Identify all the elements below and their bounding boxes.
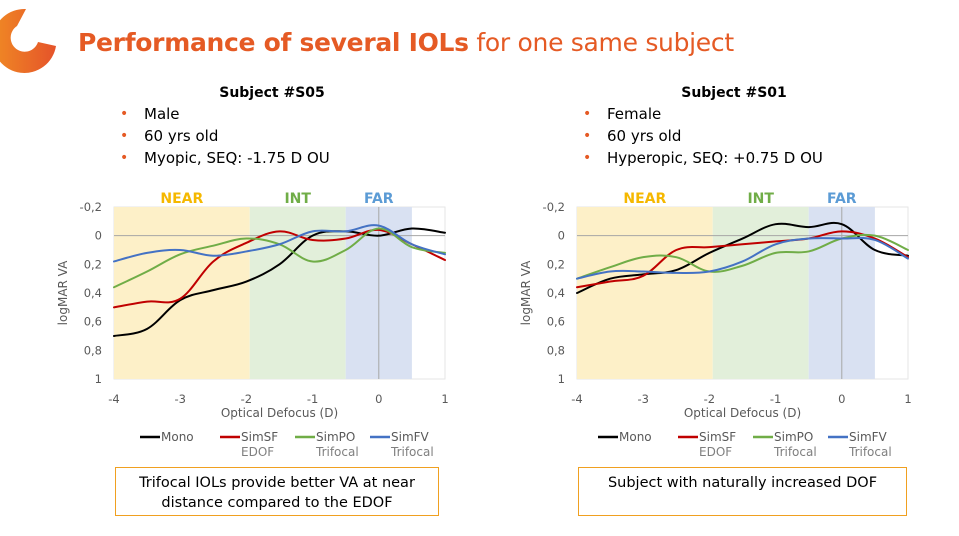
- title-bold: Performance of several IOLs: [78, 28, 469, 57]
- list-item: • Male: [120, 105, 180, 123]
- legend-label-simsf: SimSF: [699, 430, 736, 444]
- list-item: • Female: [583, 105, 662, 123]
- legend-sublabel-simfv: Trifocal: [390, 445, 434, 459]
- y-tick-label: 1: [95, 372, 102, 386]
- y-tick-label: -0,2: [543, 200, 565, 214]
- y-tick-label: 0,4: [84, 286, 102, 300]
- legend-label-mono: Mono: [161, 430, 194, 444]
- x-tick-label: 1: [904, 392, 911, 406]
- x-tick-label: -1: [307, 392, 318, 406]
- x-tick-label: -2: [704, 392, 715, 406]
- legend-sublabel-simpo: Trifocal: [773, 445, 817, 459]
- zone-label-int: INT: [747, 191, 774, 207]
- x-tick-label: 1: [441, 392, 448, 406]
- x-tick-label: -3: [637, 392, 648, 406]
- legend-label-simfv: SimFV: [391, 430, 430, 444]
- x-tick-label: -4: [108, 392, 119, 406]
- x-tick-label: 0: [838, 392, 845, 406]
- bullet-icon: •: [120, 106, 129, 122]
- bullet-icon: •: [120, 128, 129, 144]
- y-axis-label: logMAR VA: [56, 260, 70, 325]
- bullet-icon: •: [583, 150, 592, 166]
- chart-1: NEAR INT FAR -0,2 0 0,2 0,4 0,6 0,8 1 -4 -3 -2 -1 0 1 Op…: [519, 191, 912, 459]
- legend-label-simsf: SimSF: [241, 430, 278, 444]
- bullet-icon: •: [583, 106, 592, 122]
- legend-label-mono: Mono: [619, 430, 652, 444]
- zone-label-far: FAR: [364, 191, 394, 207]
- x-tick-label: 0: [375, 392, 382, 406]
- y-tick-label: 0,2: [84, 257, 102, 271]
- list-item: • 60 yrs old: [120, 127, 219, 145]
- zone-label-near: NEAR: [160, 191, 203, 207]
- title-rest: for one same subject: [468, 28, 734, 57]
- zone-label-near: NEAR: [623, 191, 666, 207]
- y-tick-label: 0: [95, 229, 102, 243]
- zone-label-far: FAR: [827, 191, 857, 207]
- zone-near: [114, 207, 250, 379]
- zone-int: [249, 207, 346, 379]
- zone-near: [577, 207, 713, 379]
- note-box-s01: Subject with naturally increased DOF: [578, 467, 907, 516]
- brand-logo: [0, 8, 56, 73]
- y-tick-label: 0,8: [84, 343, 102, 357]
- y-tick-label: 0,6: [547, 315, 565, 329]
- x-axis-label: Optical Defocus (D): [221, 406, 338, 420]
- x-tick-label: -3: [174, 392, 185, 406]
- legend-label-simpo: SimPO: [774, 430, 813, 444]
- bullet-icon: •: [120, 150, 129, 166]
- y-axis-label: logMAR VA: [519, 260, 533, 325]
- subject-info-list-s01: • Female • 60 yrs old • Hyperopic, SEQ: +0.…: [583, 103, 823, 169]
- legend-label-simfv: SimFV: [849, 430, 888, 444]
- series-line-mono: [113, 227, 446, 337]
- subject-heading-s05: Subject #S05: [219, 85, 325, 101]
- page-title: Performance of several IOLs for one same…: [78, 28, 734, 57]
- series-line-simsf: [576, 230, 909, 289]
- zone-int: [712, 207, 809, 379]
- x-tick-label: -4: [571, 392, 582, 406]
- y-tick-label: 0: [558, 229, 565, 243]
- y-tick-label: 0,4: [547, 286, 565, 300]
- legend-sublabel-simsf: EDOF: [241, 445, 274, 459]
- legend-sublabel-simsf: EDOF: [699, 445, 732, 459]
- series-line-simfv: [576, 236, 909, 280]
- list-item: • Hyperopic, SEQ: +0.75 D OU: [583, 149, 823, 167]
- x-tick-label: -1: [770, 392, 781, 406]
- subject-info-list-s05: • Male • 60 yrs old • Myopic, SEQ: -1.75 D …: [120, 103, 330, 169]
- y-tick-label: 1: [558, 372, 565, 386]
- y-tick-label: 0,2: [547, 257, 565, 271]
- bullet-icon: •: [583, 128, 592, 144]
- legend-label-simpo: SimPO: [316, 430, 355, 444]
- subject-heading-s01: Subject #S01: [681, 85, 787, 101]
- y-tick-label: -0,2: [80, 200, 102, 214]
- legend-sublabel-simfv: Trifocal: [848, 445, 892, 459]
- series-line-simpo: [576, 233, 909, 280]
- series-line-simfv: [113, 224, 446, 263]
- note-box-s05: Trifocal IOLs provide better VA at near …: [115, 467, 439, 516]
- list-item: • Myopic, SEQ: -1.75 D OU: [120, 149, 330, 167]
- y-tick-label: 0,6: [84, 315, 102, 329]
- zone-label-int: INT: [284, 191, 311, 207]
- y-tick-label: 0,8: [547, 343, 565, 357]
- series-line-mono: [576, 221, 909, 294]
- chart-0: NEAR INT FAR -0,2 0 0,2 0,4 0,6 0,8 1 -4 -3 -2 -1 0 1 Op…: [56, 191, 449, 459]
- x-tick-label: -2: [241, 392, 252, 406]
- x-axis-label: Optical Defocus (D): [684, 406, 801, 420]
- legend-sublabel-simpo: Trifocal: [315, 445, 359, 459]
- list-item: • 60 yrs old: [583, 127, 682, 145]
